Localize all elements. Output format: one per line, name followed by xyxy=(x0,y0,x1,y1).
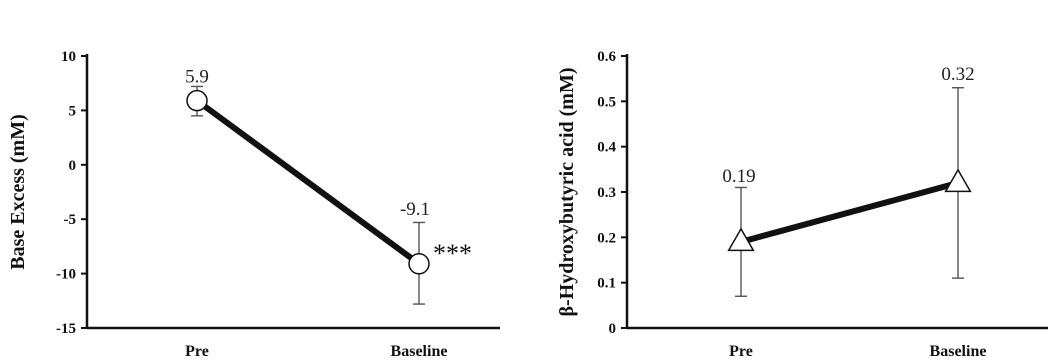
x-tick-label: Pre xyxy=(185,343,209,360)
y-tick-label: 0.4 xyxy=(597,140,616,156)
y-axis-title: Base Excess (mM) xyxy=(7,114,29,270)
x-tick-label: Baseline xyxy=(391,343,448,360)
data-point xyxy=(186,89,208,112)
chart-panel-1: 10 5 0 -5 -10 -15 Pre Baseline Base Excess (mM) 5… xyxy=(7,49,500,360)
chart-panel-2: 0.6 0.5 0.4 0.3 0.2 0.1 0 Pre Baseline β-Hydroxyb… xyxy=(556,49,1048,360)
y-tick-label: 0.2 xyxy=(597,230,616,246)
y-tick-label: 0.6 xyxy=(597,49,616,65)
x-tick-label: Baseline xyxy=(930,343,987,360)
significance-annotation: *** xyxy=(433,239,472,268)
y-tick-label: -15 xyxy=(56,321,76,337)
data-label: 5.9 xyxy=(185,67,209,88)
y-tick-label: -10 xyxy=(56,267,76,283)
data-label: 0.32 xyxy=(941,64,974,85)
y-axis-title: β-Hydroxybutyric acid (mM) xyxy=(556,67,578,316)
y-tick-label: 0.3 xyxy=(597,185,616,201)
y-tick-label: -5 xyxy=(64,212,77,228)
y-tick-label: 0 xyxy=(69,158,77,174)
y-tick-label: 5 xyxy=(69,103,77,119)
data-point xyxy=(727,227,755,252)
series-line xyxy=(195,98,421,267)
series-line xyxy=(740,180,959,245)
y-tick-label: 0.1 xyxy=(597,276,616,292)
y-tick-label: 10 xyxy=(61,49,76,65)
data-label: 0.19 xyxy=(722,166,755,187)
data-point xyxy=(944,168,972,193)
y-tick-label: 0.5 xyxy=(597,94,616,110)
y-tick-label: 0 xyxy=(609,321,617,337)
x-tick-label: Pre xyxy=(729,343,753,360)
data-label: -9.1 xyxy=(400,199,430,220)
data-point xyxy=(408,253,430,275)
